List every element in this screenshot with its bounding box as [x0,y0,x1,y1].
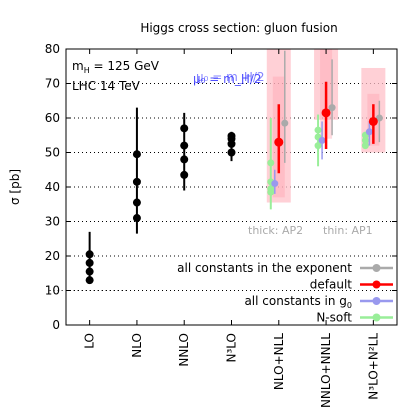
y-axis: 0 10 20 30 40 50 60 70 80 [45,42,397,332]
x-tick-label: NLO [130,333,144,358]
x-axis: LO NLO NNLO N³LO NLO+NLL NNLO+NNLL N³LO+N²LL [83,49,380,408]
legend: all constants in the exponent default all … [177,261,393,325]
data-point [365,128,373,136]
data-point [368,116,378,126]
y-tick-label: 10 [45,284,60,298]
energy-annotation: LHC 14 TeV [72,79,141,93]
data-point [361,136,369,144]
y-tick-label: 30 [45,215,60,229]
legend-label: all constants in g0 [244,294,352,310]
data-point [180,141,189,150]
data-point [132,150,141,159]
chart-title: Higgs cross section: gluon fusion [140,21,337,35]
thin-ap1-label: thin: AP1 [323,224,373,237]
x-tick-label: N³LO [225,333,239,363]
data-point [318,136,326,144]
data-point [132,198,141,207]
y-tick-label: 20 [45,249,60,263]
data-point [314,126,322,134]
scale-annotation-a: μ₀ = m_H/2 [193,72,262,86]
data-point [267,159,275,167]
y-tick-label: 40 [45,180,60,194]
x-tick-label: NNLO+NNLL [319,333,333,408]
data-point [227,131,236,140]
y-tick-label: 70 [45,77,60,91]
y-tick-label: 50 [45,146,60,160]
thick-ap2-label: thick: AP2 [248,224,303,237]
x-tick-label: LO [83,333,97,349]
data-point [227,148,236,157]
legend-marker [372,313,381,322]
data-marks [85,50,383,285]
data-point [85,258,94,267]
legend-label: default [310,278,353,292]
data-point [85,250,94,259]
legend-marker [372,264,381,272]
legend-marker [372,297,381,305]
data-point [375,114,383,122]
data-point [267,185,275,193]
data-point [180,124,189,133]
mass-annotation: mH = 125 GeV [72,59,160,75]
data-point [361,142,369,150]
data-point [85,267,94,276]
data-point [180,170,189,179]
data-point [180,155,189,164]
data-point [132,177,141,186]
data-point [132,214,141,223]
y-tick-label: 60 [45,111,60,125]
data-point [281,119,289,127]
legend-label: all constants in the exponent [177,261,352,275]
scale-annotation-b: μ₀ = m_H/2 [196,70,265,84]
legend-label: N-soft [316,311,352,325]
data-point [85,276,94,285]
data-point [314,142,322,150]
grid-lines [49,83,397,291]
data-point [328,104,336,112]
data-point [271,180,279,188]
y-axis-label: σ [pb] [8,169,22,205]
x-tick-label: NNLO [177,333,191,367]
x-tick-label: N³LO+N²LL [366,333,380,400]
legend-marker [372,280,381,289]
data-point [321,108,331,118]
y-tick-label: 0 [52,318,60,332]
y-tick-label: 80 [45,42,60,56]
x-tick-label: NLO+NLL [272,333,286,390]
data-point [274,137,284,147]
